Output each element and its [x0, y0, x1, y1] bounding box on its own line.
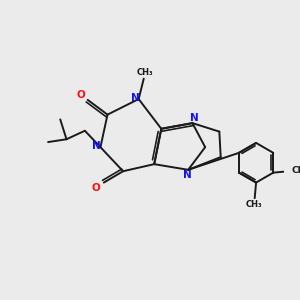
Text: CH₃: CH₃	[245, 200, 262, 209]
Text: N: N	[92, 141, 100, 151]
Text: O: O	[76, 90, 85, 100]
Text: Cl: Cl	[292, 166, 300, 175]
Text: N: N	[131, 94, 140, 103]
Text: N: N	[190, 113, 199, 123]
Text: CH₃: CH₃	[137, 68, 154, 77]
Text: N: N	[183, 170, 192, 181]
Text: O: O	[92, 183, 100, 193]
